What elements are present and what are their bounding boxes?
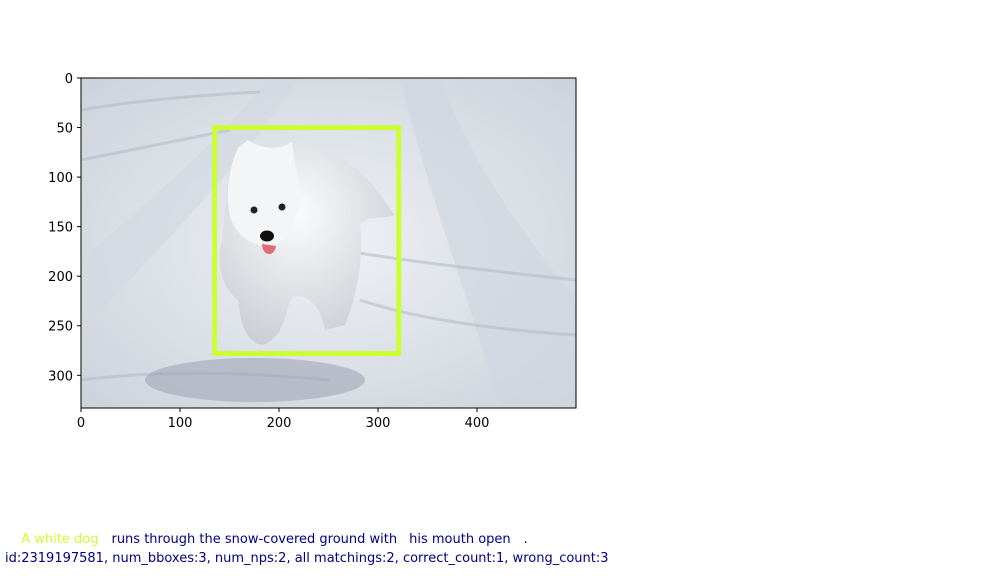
y-tick-label: 50: [56, 122, 73, 137]
dog-shadow: [145, 358, 365, 402]
x-axis: 0 100 200 300 400: [77, 408, 490, 431]
dog: [219, 140, 395, 345]
x-tick-label: 300: [366, 416, 391, 431]
y-axis: 0 50 100 150 200 250 300: [48, 72, 81, 384]
bounding-box: [212, 125, 402, 356]
caption-phrase-3: his mouth open: [409, 532, 511, 547]
x-tick-label: 100: [168, 416, 193, 431]
dog-nose: [260, 230, 274, 242]
dog-eye-left: [250, 206, 258, 214]
snow-ridges: [81, 90, 576, 382]
caption-phrase-1: A white dog: [21, 532, 99, 547]
y-tick-label: 200: [48, 270, 73, 285]
snow-track-left: [81, 78, 300, 330]
x-tick-label: 0: [77, 416, 85, 431]
caption-phrase-4: .: [523, 532, 528, 547]
meta-line: id:2319197581, num_bboxes:3, num_nps:2, …: [5, 551, 609, 566]
bbox-layer: [212, 125, 402, 356]
snow-track-right: [400, 78, 576, 408]
plot-frame: [80, 77, 577, 409]
dog-mouth: [262, 244, 276, 255]
caption-phrase-2: runs through the snow-covered ground wit…: [111, 532, 398, 547]
dog-head: [227, 140, 301, 246]
y-tick-label: 150: [48, 221, 73, 236]
x-tick-label: 400: [465, 416, 490, 431]
y-tick-label: 100: [48, 171, 73, 186]
caption: A white dog runs through the snow-covered…: [13, 516, 528, 548]
y-tick-label: 300: [48, 369, 73, 384]
image-plot: 0 100 200 300 400 0 50 100 150 200 250 300: [48, 72, 577, 431]
y-tick-label: 0: [65, 72, 73, 87]
y-tick-label: 250: [48, 320, 73, 335]
x-tick-label: 200: [267, 416, 292, 431]
dog-eye-right: [278, 203, 286, 211]
photo: [81, 78, 576, 408]
